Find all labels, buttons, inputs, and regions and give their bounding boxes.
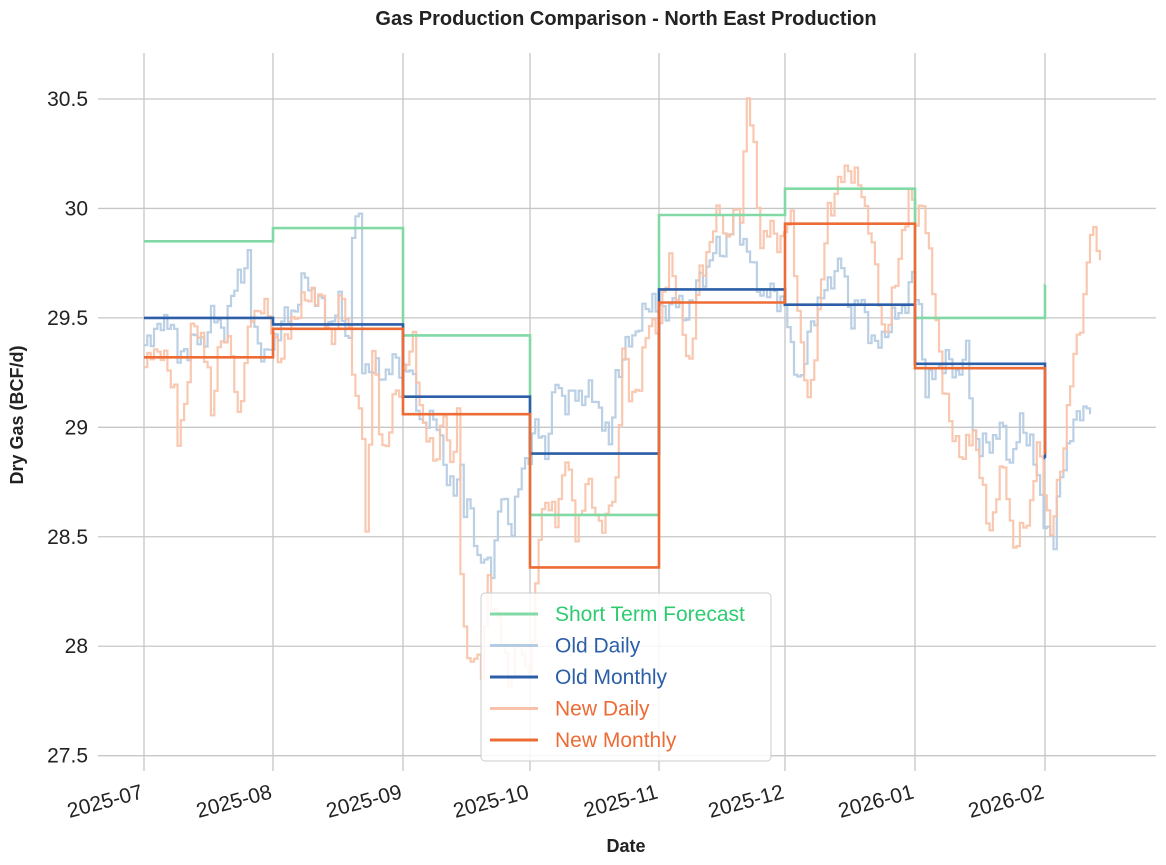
y-tick-label: 30 [65,197,88,220]
series-layer [144,97,1101,688]
y-tick-label: 29 [65,416,88,439]
x-tick-label: 2025-10 [451,781,531,823]
x-tick-label: 2025-07 [65,781,145,823]
legend-label: Old Daily [555,635,641,658]
legend-label: Short Term Forecast [555,603,745,626]
x-axis-title: Date [606,836,645,856]
y-tick-label: 28.5 [47,526,88,549]
x-tick-label: 2025-08 [194,781,274,823]
legend-box [480,592,772,762]
y-axis-title: Dry Gas (BCF/d) [7,345,27,484]
x-tick-labels: 2025-07 2025-08 2025-09 2025-10 2025-11 2025-… [65,781,1046,823]
x-tick-label: 2025-12 [706,781,786,823]
x-tick-label: 2025-09 [324,781,404,823]
y-tick-label: 28 [65,635,88,658]
series-line-new-daily [144,97,1101,688]
y-tick-labels: 27.5 28 28.5 29 29.5 30 30.5 [47,88,88,768]
legend-label: New Monthly [555,729,677,752]
y-tick-label: 30.5 [47,88,88,111]
x-tick-label: 2026-01 [836,781,916,823]
legend-label: New Daily [555,698,650,721]
series-line-new-monthly [144,222,1047,569]
x-tick-label: 2025-11 [581,781,660,823]
chart-title: Gas Production Comparison - North East P… [375,8,876,30]
legend-label: Old Monthly [555,666,668,689]
grid-layer [98,53,1156,771]
series-line-old-daily [144,212,1092,580]
series-line-old-monthly [144,288,1047,460]
series-line-short-term-forecast [144,187,1047,517]
legend: Short Term Forecast Old Daily Old Monthly N… [480,592,772,762]
y-tick-label: 29.5 [47,307,88,330]
x-tick-label: 2026-02 [966,781,1046,823]
y-tick-label: 27.5 [47,745,88,768]
